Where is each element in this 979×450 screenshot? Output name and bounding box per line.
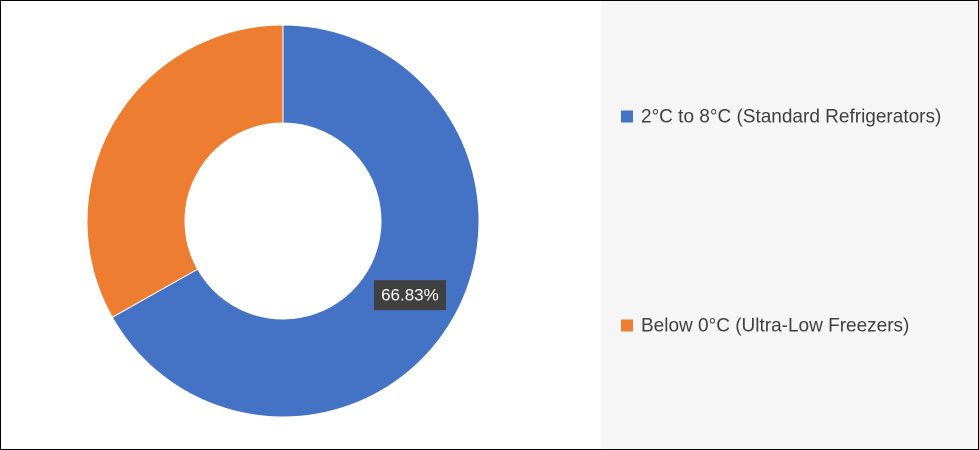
legend-swatch bbox=[621, 110, 633, 123]
data-label: 66.83% bbox=[381, 286, 439, 305]
donut-slice bbox=[86, 24, 284, 318]
legend: 2°C to 8°C (Standard Refrigerators) Below… bbox=[601, 1, 978, 449]
legend-label: Below 0°C (Ultra-Low Freezers) bbox=[641, 315, 910, 337]
donut-slice bbox=[111, 24, 480, 418]
plot: 66.83% bbox=[86, 24, 480, 418]
data-label-box bbox=[373, 280, 446, 311]
legend-swatch bbox=[621, 319, 633, 332]
legend-entry: 2°C to 8°C (Standard Refrigerators) bbox=[621, 104, 951, 131]
legend-entry: Below 0°C (Ultra-Low Freezers) bbox=[621, 313, 951, 340]
legend-label: 2°C to 8°C (Standard Refrigerators) bbox=[641, 106, 942, 128]
